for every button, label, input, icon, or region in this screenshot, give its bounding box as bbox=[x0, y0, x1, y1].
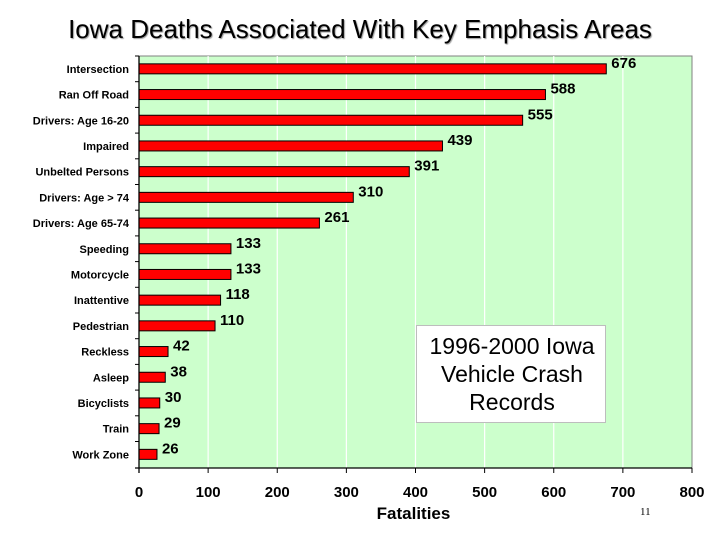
slide-title: Iowa Deaths Associated With Key Emphasis… bbox=[68, 14, 652, 44]
bar bbox=[138, 346, 169, 358]
category-label: Reckless bbox=[81, 347, 129, 359]
value-label: 133 bbox=[236, 260, 261, 277]
value-label: 310 bbox=[358, 183, 383, 200]
bar bbox=[138, 397, 161, 409]
category-label: Drivers: Age > 74 bbox=[39, 192, 130, 204]
category-label: Asleep bbox=[93, 372, 129, 384]
category-label: Drivers: Age 16-20 bbox=[33, 115, 129, 127]
bar bbox=[138, 191, 354, 203]
category-label: Unbelted Persons bbox=[35, 167, 129, 179]
value-label: 555 bbox=[528, 106, 553, 123]
value-label: 133 bbox=[236, 235, 261, 252]
value-label: 110 bbox=[220, 312, 244, 329]
category-label: Intersection bbox=[67, 64, 130, 76]
bar bbox=[138, 371, 166, 383]
x-tick-label: 500 bbox=[472, 484, 497, 501]
x-tick-labels: 0 100 200 300 400 500 600 700 800 bbox=[135, 484, 705, 501]
category-label: Pedestrian bbox=[73, 321, 130, 333]
category-label: Work Zone bbox=[72, 449, 129, 461]
bar bbox=[138, 423, 160, 435]
x-tick-label: 400 bbox=[403, 484, 428, 501]
category-label: Train bbox=[103, 424, 130, 436]
x-tick-label: 0 bbox=[135, 484, 143, 501]
slide-number: 11 bbox=[640, 506, 651, 518]
value-label: 588 bbox=[550, 81, 575, 98]
bar bbox=[138, 114, 524, 126]
value-label: 30 bbox=[165, 389, 182, 406]
value-label: 29 bbox=[164, 415, 181, 432]
axes bbox=[135, 55, 693, 473]
x-tick-label: 700 bbox=[610, 484, 635, 501]
bar bbox=[138, 268, 232, 280]
category-label: Drivers: Age 65-74 bbox=[33, 218, 130, 230]
value-label: 38 bbox=[170, 363, 187, 380]
data-source-callout: 1996-2000 Iowa Vehicle Crash Records bbox=[416, 325, 606, 423]
x-axis-title: Fatalities bbox=[377, 504, 451, 523]
bar bbox=[138, 294, 222, 306]
x-tick-label: 600 bbox=[541, 484, 566, 501]
category-label: Impaired bbox=[83, 141, 129, 153]
category-label: Ran Off Road bbox=[59, 90, 129, 102]
x-tick-label: 800 bbox=[679, 484, 704, 501]
category-label: Bicyclists bbox=[78, 398, 129, 410]
bar bbox=[138, 320, 216, 332]
data-source-text: 1996-2000 Iowa Vehicle Crash Records bbox=[429, 333, 595, 415]
value-label: 118 bbox=[226, 286, 250, 303]
value-label: 26 bbox=[162, 440, 179, 457]
bar bbox=[138, 140, 443, 152]
bar bbox=[138, 448, 158, 460]
value-label: 391 bbox=[414, 158, 439, 175]
x-tick-label: 200 bbox=[265, 484, 290, 501]
bars-group bbox=[138, 63, 607, 460]
category-label: Motorcycle bbox=[71, 269, 129, 281]
bar bbox=[138, 243, 232, 255]
bar bbox=[138, 166, 410, 178]
bar bbox=[138, 89, 546, 101]
value-label: 439 bbox=[447, 132, 472, 149]
category-label: Inattentive bbox=[74, 295, 129, 307]
value-label: 42 bbox=[173, 338, 190, 355]
category-labels: Intersection Ran Off Road Drivers: Age 16-… bbox=[33, 64, 130, 462]
bar bbox=[138, 63, 607, 75]
bar bbox=[138, 217, 320, 229]
value-label: 261 bbox=[324, 209, 349, 226]
value-label: 676 bbox=[611, 55, 636, 72]
category-label: Speeding bbox=[79, 244, 129, 256]
x-tick-label: 100 bbox=[196, 484, 221, 501]
x-tick-label: 300 bbox=[334, 484, 359, 501]
value-labels: 676 588 555 439 391 310 261 133 133 118 110 42 38 30 2… bbox=[162, 55, 636, 458]
